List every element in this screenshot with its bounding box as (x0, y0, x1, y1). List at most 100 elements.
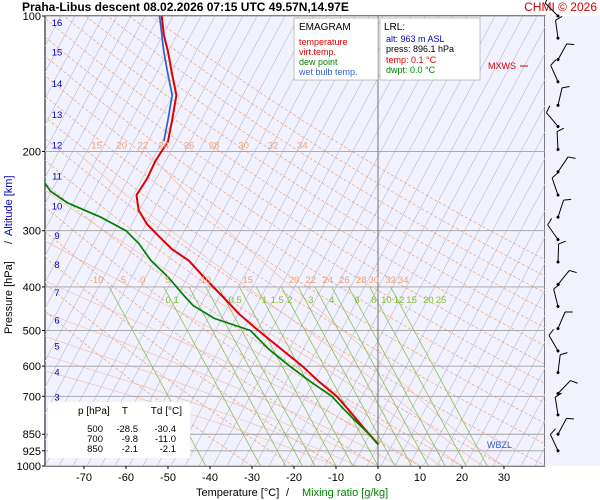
wind-barb-dot (556, 58, 560, 62)
isotherm-line (408, 210, 545, 466)
wind-barb-dot (556, 80, 560, 84)
pressure-tick-label: 1000 (17, 461, 41, 473)
mixing-ratio-label: 6 (354, 295, 359, 306)
wind-barb-shaft (557, 270, 570, 285)
x-axis-title-mixing: Mixing ratio [g/kg] (302, 487, 388, 499)
wind-barb (550, 59, 560, 84)
wind-barb-shaft (550, 65, 559, 82)
temperature-tick-label: -60 (118, 472, 134, 484)
theta-label: 15 (243, 275, 254, 286)
temperature-tick-label: -70 (76, 472, 92, 484)
lrl-alt: alt: 963 m ASL (386, 34, 445, 44)
pressure-tick-label: 600 (23, 361, 41, 373)
isotherm-line (394, 184, 545, 466)
mixing-ratio-label: 15 (406, 295, 417, 306)
isotherm-line (170, 16, 412, 466)
isotherm-line (72, 16, 314, 466)
wind-barb-shaft (557, 156, 569, 173)
theta-label: 26 (184, 140, 195, 151)
wind-barb-dot (556, 147, 560, 151)
theta-label: 22 (306, 275, 317, 286)
wind-barb-shaft (553, 288, 559, 307)
wind-barb-shaft (547, 224, 559, 240)
isotherm-line (198, 16, 440, 466)
theta-label: 30 (369, 275, 380, 286)
mixing-ratio-label: 8 (371, 295, 376, 306)
mixing-ratio-line (205, 286, 303, 466)
x-axis-title-sep: / (286, 487, 290, 499)
altitude-tick-label: 10 (52, 202, 63, 213)
wind-barb-shaft (557, 43, 568, 60)
wind-barb-dot (556, 103, 560, 107)
wind-barb (545, 105, 560, 128)
pressure-tick-label: 100 (23, 11, 41, 23)
table-cell: 700 (87, 434, 103, 445)
mixing-ratio-label: 0.5 (229, 295, 242, 306)
table-cell: -2.1 (122, 444, 138, 455)
isotherm-line (338, 79, 545, 466)
wind-barb-feather (565, 311, 573, 313)
dry-adiabat (45, 116, 545, 445)
lrl-background (379, 17, 481, 81)
pressure-tick-label: 400 (23, 282, 41, 294)
wind-barb-dot (556, 14, 560, 18)
temperature-tick-label: -50 (160, 472, 176, 484)
mixing-ratio-label: 2 (287, 295, 292, 306)
wind-barb-dot (556, 304, 560, 308)
wind-barb-feather (566, 417, 575, 420)
isotherm-line (254, 16, 496, 466)
wind-barb (556, 156, 576, 174)
isotherm-line (45, 16, 244, 388)
wind-barb-dot (556, 193, 560, 197)
isotherm-line (45, 16, 230, 362)
theta-label: 32 (268, 140, 279, 151)
wind-barb (556, 311, 573, 331)
wind-barb-dot (556, 413, 560, 417)
wind-barb-shaft (554, 397, 559, 415)
table-header-td: Td [°C] (151, 406, 182, 417)
temperature-tick-label: 0 (375, 472, 381, 484)
series-dew-point (45, 181, 379, 446)
isotherm-line (310, 26, 545, 466)
summary-table-background (48, 402, 190, 458)
theta-label: 22 (138, 140, 149, 151)
altitude-tick-label: 9 (54, 231, 59, 242)
wind-barb-feather (544, 0, 549, 4)
mixing-ratio-line (314, 286, 412, 466)
credit-link[interactable]: CHMI © 2026 (524, 0, 597, 14)
wind-barb-feather (555, 15, 563, 21)
wind-barb-shaft (557, 199, 565, 218)
wind-barb-shaft (549, 434, 559, 451)
mixing-ratio-label: 1 (262, 295, 267, 306)
isotherm-line (422, 236, 545, 466)
moist-adiabat (45, 370, 337, 466)
wind-barb-feather (560, 352, 568, 356)
y-axis-title-altitude: Altitude [km] (3, 175, 15, 236)
isotherm-line (45, 16, 132, 178)
wind-barb-feather (550, 428, 556, 435)
lrl-box: LRL: alt: 963 m ASL press: 896.1 hPa tem… (379, 17, 481, 81)
wind-barb-dot (556, 124, 560, 128)
isotherm-line (45, 16, 146, 205)
temperature-tick-label: -20 (286, 472, 302, 484)
mixing-ratio-label: 12 (394, 295, 405, 306)
altitude-tick-label: 14 (52, 79, 63, 90)
mixing-ratio-label: 20 (423, 295, 434, 306)
table-header-t: T (122, 406, 128, 417)
dry-adiabat (45, 55, 545, 384)
isotherm-line (464, 315, 545, 466)
dry-adiabat (150, 16, 545, 261)
theta-label: -10 (90, 275, 104, 286)
theta-label: 34 (297, 140, 308, 151)
wind-barb-dot (556, 432, 560, 436)
theta-label: 24 (322, 275, 333, 286)
isotherm-line (114, 16, 356, 466)
mixing-ratio-line (369, 286, 467, 466)
altitude-tick-label: 16 (52, 18, 63, 29)
dry-adiabat (45, 17, 545, 347)
dry-adiabat (63, 16, 545, 328)
wind-barb-shaft (551, 177, 559, 196)
mixing-ratio-line (188, 286, 286, 466)
mixing-ratio-line (218, 286, 316, 466)
wind-barb-feather (554, 392, 562, 398)
